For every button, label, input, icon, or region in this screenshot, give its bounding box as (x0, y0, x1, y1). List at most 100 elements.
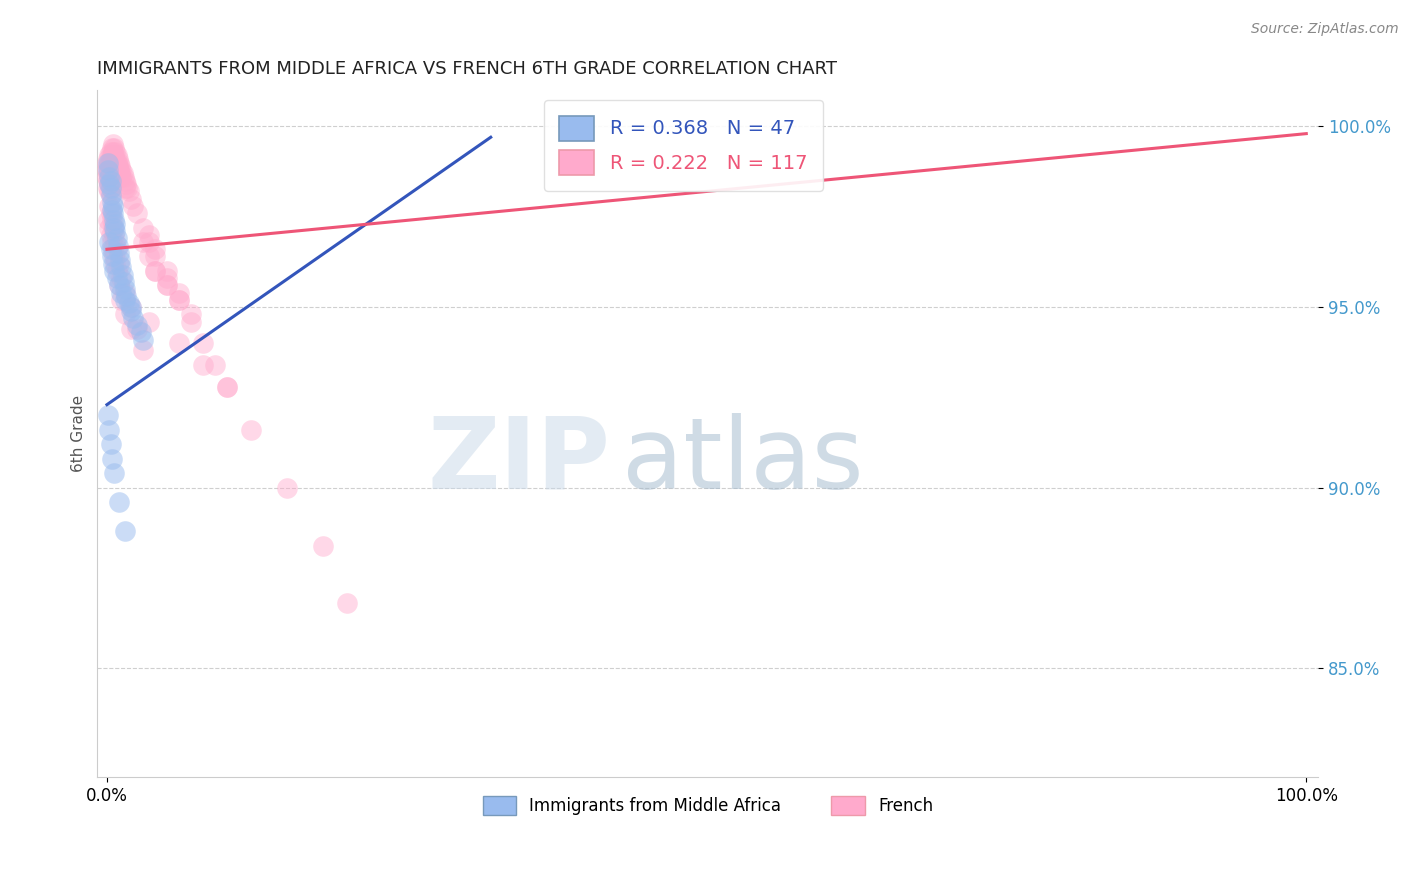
Point (100, 166, 122, 180)
Point (101, 137, 124, 152)
Point (98, 185, 121, 199)
Point (103, 220, 125, 235)
Point (97, 173, 120, 187)
Point (110, 293, 132, 307)
Point (132, 343, 155, 358)
Point (104, 217, 127, 231)
Point (122, 199, 145, 213)
Point (100, 451, 122, 466)
Point (114, 293, 136, 307)
Point (138, 314, 160, 328)
Point (96, 162, 118, 177)
Text: ZIP: ZIP (427, 412, 610, 509)
Point (97, 181, 120, 195)
Point (101, 206, 124, 220)
Point (167, 293, 190, 307)
Point (100, 162, 122, 177)
Point (108, 278, 131, 293)
Point (104, 257, 127, 271)
Point (105, 264, 128, 278)
Point (110, 271, 132, 285)
Point (312, 539, 335, 553)
Point (101, 257, 124, 271)
Point (156, 271, 179, 285)
Point (98, 199, 121, 213)
Point (100, 195, 122, 210)
Point (100, 141, 122, 155)
Point (114, 285, 136, 300)
Point (97, 409, 120, 423)
Point (105, 231, 128, 245)
Point (110, 285, 132, 300)
Point (114, 524, 136, 538)
Point (108, 257, 131, 271)
Point (105, 169, 128, 184)
Point (125, 206, 148, 220)
Point (105, 162, 128, 177)
Point (98, 148, 121, 162)
Point (120, 192, 142, 206)
Point (138, 235, 160, 249)
Point (111, 166, 134, 180)
Point (104, 235, 127, 249)
Point (100, 152, 122, 166)
Point (108, 246, 131, 260)
Point (108, 166, 131, 180)
Point (143, 264, 166, 278)
Point (129, 326, 152, 340)
Point (100, 235, 122, 249)
Point (100, 181, 122, 195)
Point (204, 358, 226, 372)
Text: atlas: atlas (623, 412, 863, 509)
Point (103, 148, 125, 162)
Point (100, 437, 122, 451)
Point (215, 379, 238, 393)
Text: Source: ZipAtlas.com: Source: ZipAtlas.com (1251, 22, 1399, 37)
Point (100, 159, 122, 173)
Point (180, 307, 202, 321)
Point (97, 166, 120, 180)
Point (138, 250, 160, 264)
Point (120, 322, 142, 336)
Point (100, 242, 122, 256)
Legend: Immigrants from Middle Africa, French: Immigrants from Middle Africa, French (474, 788, 942, 823)
Point (239, 423, 262, 437)
Point (101, 242, 124, 256)
Point (108, 155, 131, 169)
Point (100, 145, 122, 159)
Point (114, 173, 136, 187)
Point (107, 166, 129, 180)
Point (100, 148, 122, 162)
Point (167, 285, 190, 300)
Point (276, 481, 298, 495)
Point (100, 213, 122, 227)
Point (98, 178, 121, 192)
Point (108, 169, 131, 184)
Point (156, 278, 179, 293)
Point (108, 495, 131, 509)
Point (336, 596, 359, 610)
Point (191, 336, 214, 351)
Text: IMMIGRANTS FROM MIDDLE AFRICA VS FRENCH 6TH GRADE CORRELATION CHART: IMMIGRANTS FROM MIDDLE AFRICA VS FRENCH … (97, 60, 838, 78)
Point (100, 155, 122, 169)
Point (114, 282, 136, 296)
Point (114, 181, 136, 195)
Point (100, 202, 122, 217)
Point (103, 141, 125, 155)
Point (98, 423, 121, 437)
Point (156, 278, 179, 293)
Point (103, 467, 125, 481)
Point (122, 310, 145, 325)
Point (105, 242, 128, 256)
Point (103, 213, 125, 227)
Point (111, 268, 134, 282)
Point (98, 169, 121, 184)
Point (167, 336, 190, 351)
Point (107, 159, 129, 173)
Point (100, 173, 122, 187)
Point (98, 169, 121, 184)
Point (104, 145, 127, 159)
Point (98, 155, 121, 169)
Point (103, 162, 125, 177)
Point (100, 169, 122, 184)
